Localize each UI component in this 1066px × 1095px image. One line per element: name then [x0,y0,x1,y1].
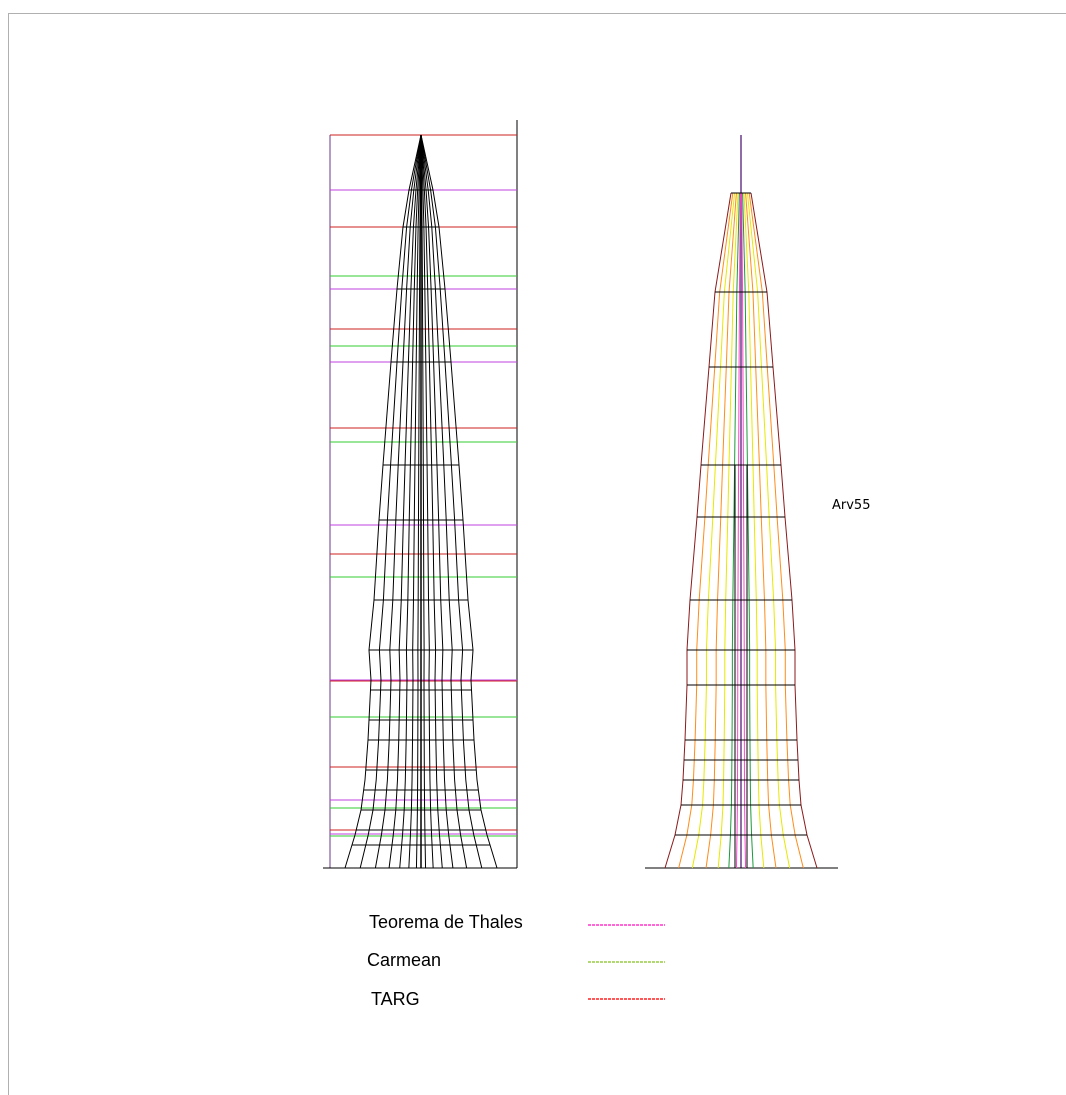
wireframe-meridian [359,134,422,869]
stem-profile-right [645,135,838,869]
wireframe-meridian [420,134,468,869]
wireframe-meridian [420,134,483,869]
legend-swatches [588,924,665,1000]
stem-profile-contour [750,192,818,869]
wireframe-meridian [420,134,443,869]
legend-carmean-label: Carmean [367,950,442,970]
stem-profile-contour [746,192,791,869]
wireframe-meridian [388,134,422,869]
wireframe-meridian [408,134,422,869]
frame-border-top [8,13,1066,14]
wireframe-meridian [374,134,422,869]
stem-profile-contour [691,192,736,869]
wireframe-meridian [344,134,422,869]
legend-targ-label: TARG [371,989,420,1009]
wireframe-meridian [420,134,454,869]
wireframe-meridian [399,134,422,869]
frame-border-left [8,13,9,1095]
legend-thales-label: Teorema de Thales [369,912,523,932]
wireframe-meridian [415,134,422,869]
wireframe-meridian [420,134,434,869]
stem-wireframe-left [323,120,518,869]
tree-id-label: Arv55 [832,498,871,513]
wireframe-meridian [420,134,427,869]
stem-profile-contour [664,192,732,869]
wireframe-meridian [420,134,498,869]
